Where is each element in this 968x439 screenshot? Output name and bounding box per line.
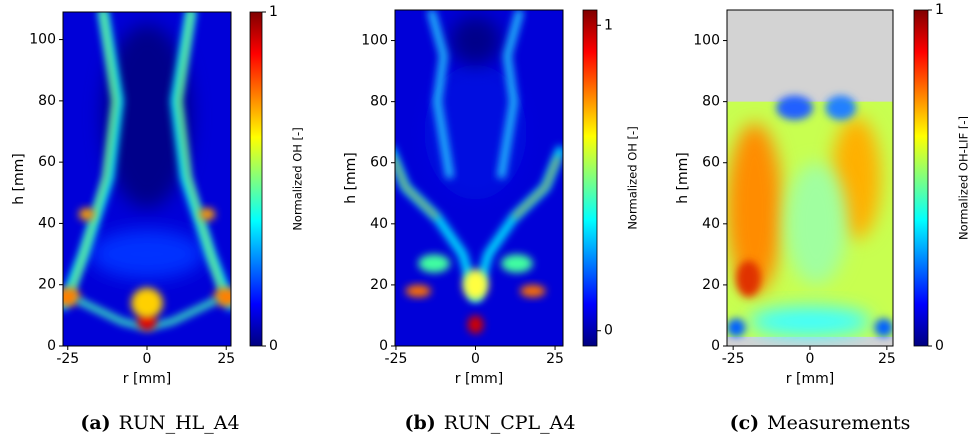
field-blob	[874, 318, 893, 337]
colorbar-tick-label: 1	[269, 4, 278, 20]
colorbar-label: Normalized OH-LIF [-]	[957, 116, 968, 240]
field-band	[427, 10, 454, 179]
y-tick-label: 40	[702, 216, 720, 232]
caption: (a) RUN_HL_A4	[80, 412, 239, 434]
field-blob	[213, 287, 231, 307]
y-tick-label: 40	[370, 216, 388, 232]
field-blob	[825, 95, 857, 120]
field-band	[176, 12, 229, 304]
field-band	[65, 12, 118, 304]
caption: (b) RUN_CPL_A4	[405, 412, 576, 434]
y-tick-label: 0	[711, 338, 720, 354]
field-band	[395, 158, 439, 219]
x-tick-label: -25	[56, 351, 79, 367]
y-tick-label: 100	[29, 32, 56, 48]
colorbar	[249, 11, 263, 347]
colorbar-tick-label: 0	[269, 338, 278, 354]
field-blob	[520, 284, 546, 298]
x-tick-label: 25	[217, 351, 235, 367]
x-axis-label: r [mm]	[455, 371, 503, 387]
colorbar	[582, 9, 598, 347]
heatmap-field	[395, 10, 563, 346]
plot-frame	[394, 9, 564, 347]
colorbar-tick-label: 0	[935, 338, 944, 354]
field-blob	[102, 24, 192, 209]
y-axis-label: h [mm]	[343, 152, 359, 204]
x-tick-label: -25	[385, 351, 408, 367]
x-tick-label: -25	[722, 351, 745, 367]
y-tick-label: 0	[47, 338, 56, 354]
y-axis-label: h [mm]	[11, 153, 27, 205]
y-tick-label: 60	[38, 154, 56, 170]
y-tick-label: 60	[370, 155, 388, 171]
heatmap-field	[63, 12, 231, 346]
field-blob	[727, 123, 783, 295]
y-tick-label: 40	[38, 215, 56, 231]
field-band	[512, 156, 560, 219]
field-blob	[199, 208, 216, 221]
field-band	[497, 10, 524, 179]
field-blob	[89, 229, 205, 279]
x-tick-label: 0	[806, 351, 815, 367]
field-blob	[418, 254, 451, 273]
y-tick-label: 80	[370, 94, 388, 110]
field-blob	[736, 260, 761, 298]
colorbar-label: Normalized OH [-]	[626, 126, 640, 229]
field-blob	[785, 162, 847, 285]
colorbar-label: Normalized OH [-]	[291, 127, 305, 230]
field-blob	[78, 208, 95, 221]
caption-text: Measurements	[767, 412, 910, 434]
y-axis-label: h [mm]	[675, 152, 691, 204]
colorbar-tick-label: 1	[935, 2, 944, 18]
caption-text: RUN_CPL_A4	[444, 412, 576, 434]
caption-label: (b)	[405, 412, 436, 434]
field-blob	[500, 254, 533, 273]
heatmap-field	[727, 10, 893, 346]
y-tick-label: 60	[702, 155, 720, 171]
caption: (c) Measurements	[730, 412, 911, 434]
field-blob	[462, 269, 489, 301]
field-blob	[63, 287, 81, 307]
y-tick-label: 20	[38, 277, 56, 293]
y-tick-label: 80	[702, 94, 720, 110]
y-tick-label: 100	[693, 33, 720, 49]
y-tick-label: 0	[379, 338, 388, 354]
x-axis-label: r [mm]	[786, 371, 834, 387]
x-tick-label: 0	[471, 351, 480, 367]
field-blob	[131, 287, 163, 319]
field-blob	[405, 284, 431, 298]
y-tick-label: 80	[38, 93, 56, 109]
colorbar-tick-label: 1	[604, 17, 613, 33]
field-blob	[450, 16, 501, 65]
caption-label: (c)	[730, 412, 760, 434]
field-blob	[748, 306, 872, 337]
caption-text: RUN_HL_A4	[119, 412, 240, 434]
x-tick-label: 25	[878, 351, 896, 367]
y-tick-label: 20	[370, 277, 388, 293]
field-blob	[467, 315, 484, 334]
x-axis-label: r [mm]	[123, 371, 171, 387]
field-blob	[776, 95, 814, 120]
colorbar	[913, 9, 929, 347]
colorbar-tick-label: 0	[604, 323, 613, 339]
field-blob	[727, 318, 746, 337]
x-tick-label: 0	[143, 351, 152, 367]
x-tick-label: 25	[546, 351, 564, 367]
caption-label: (a)	[80, 412, 110, 434]
y-tick-label: 20	[702, 277, 720, 293]
y-tick-label: 100	[361, 33, 388, 49]
